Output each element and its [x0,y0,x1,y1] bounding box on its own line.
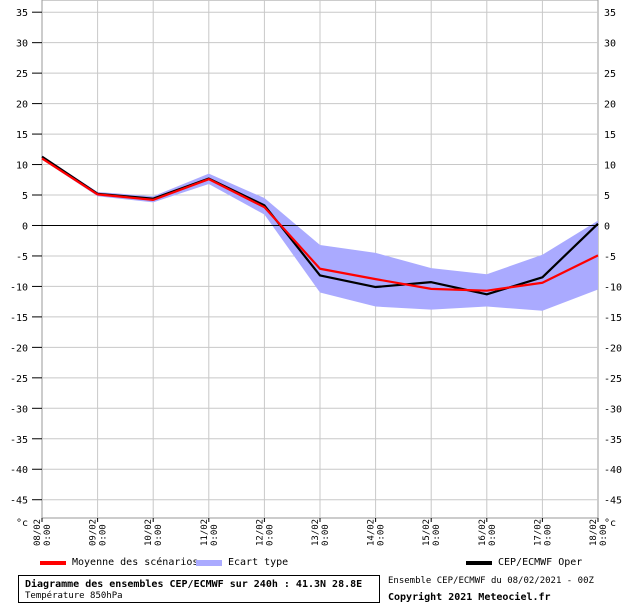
chart-title: Diagramme des ensembles CEP/ECMWF sur 24… [25,579,363,590]
y-tick-label-left: -45 [10,496,28,507]
y-tick-label-right: -15 [604,313,622,324]
x-tick-label: 10/020:00 [144,519,164,546]
y-tick-label-left: -30 [10,404,28,415]
y-tick-label-left: 30 [16,39,28,50]
legend-oper: CEP/ECMWF Oper [466,557,582,568]
y-tick-label-left: -40 [10,465,28,476]
x-tick-label: 08/020:00 [33,519,53,546]
y-unit-left: °c [16,518,28,529]
y-tick-label-right: -10 [604,282,622,293]
y-tick-labels: 35 35 30 30 25 25 20 20 15 15 10 10 5 5 0 0 -5 -5 -10 -10 -1… [10,8,622,529]
legend-oper-swatch [466,560,492,565]
x-tick-label: 09/020:00 [89,519,109,546]
y-tick-label-left: -5 [16,252,28,263]
y-tick-label-right: -40 [604,465,622,476]
x-tick-label: 15/020:00 [422,519,442,546]
chart-subtitle: Température 850hPa [25,591,123,601]
y-tick-label-right: -25 [604,374,622,385]
legend-oper-label: CEP/ECMWF Oper [498,557,583,568]
y-tick-label-left: 35 [16,8,28,19]
legend-std-swatch [196,559,222,566]
x-tick-label: 14/020:00 [367,519,387,546]
y-tick-label-left: 10 [16,161,28,172]
y-tick-label-right: 15 [604,130,616,141]
y-tick-label-right: -30 [604,404,622,415]
y-tick-label-left: -15 [10,313,28,324]
legend-std-label: Ecart type [228,557,289,568]
grid-lines [41,0,599,519]
y-tick-label-left: -20 [10,343,28,354]
x-tick-label: 12/020:00 [255,519,275,546]
y-tick-label-right: -5 [604,252,616,263]
copyright-label: Copyright 2021 Meteociel.fr [388,592,551,603]
y-tick-label-left: -10 [10,282,28,293]
y-tick-label-left: 15 [16,130,28,141]
y-tick-label-right: 35 [604,8,616,19]
y-tick-label-right: 5 [604,191,610,202]
x-tick-labels: 08/020:00 09/020:00 10/020:00 11/020:00 12/0… [33,518,609,546]
y-tick-label-right: 30 [604,39,616,50]
y-tick-label-left: 20 [16,100,28,111]
x-tick-label: 13/020:00 [311,519,331,546]
legend-mean: Moyenne des scénarios [40,557,198,568]
y-tick-label-left: -35 [10,435,28,446]
y-tick-label-left: 0 [22,221,28,232]
series-mean-line [41,157,599,292]
y-tick-label-right: 25 [604,69,616,80]
legend-mean-label: Moyenne des scénarios [72,557,199,568]
y-tick-label-right: 0 [604,221,610,232]
legend-std: Ecart type [196,557,288,568]
y-unit-right: °c [604,518,616,529]
y-tick-label-left: 5 [22,191,28,202]
y-tick-label-right: 10 [604,161,616,172]
std-band [42,155,598,311]
y-tick-label-right: -35 [604,435,622,446]
x-tick-label: 16/020:00 [478,519,498,546]
std-band-layer [42,155,598,311]
info-box: Diagramme des ensembles CEP/ECMWF sur 24… [18,575,380,603]
ensemble-run-label: Ensemble CEP/ECMWF du 08/02/2021 - 00Z [388,576,594,586]
x-tick-label: 18/020:00 [589,519,609,546]
x-tick-label: 11/020:00 [200,519,220,546]
series-lines [41,155,599,296]
legend-mean-swatch [40,560,66,565]
y-tick-label-left: -25 [10,374,28,385]
x-tick-label: 17/020:00 [533,519,553,546]
y-tick-label-right: -20 [604,343,622,354]
y-tick-label-right: 20 [604,100,616,111]
y-tick-label-right: -45 [604,496,622,507]
ensemble-chart: 35 35 30 30 25 25 20 20 15 15 10 10 5 5 0 0 -5 -5 -10 -10 -1… [10,0,622,546]
y-tick-label-left: 25 [16,69,28,80]
